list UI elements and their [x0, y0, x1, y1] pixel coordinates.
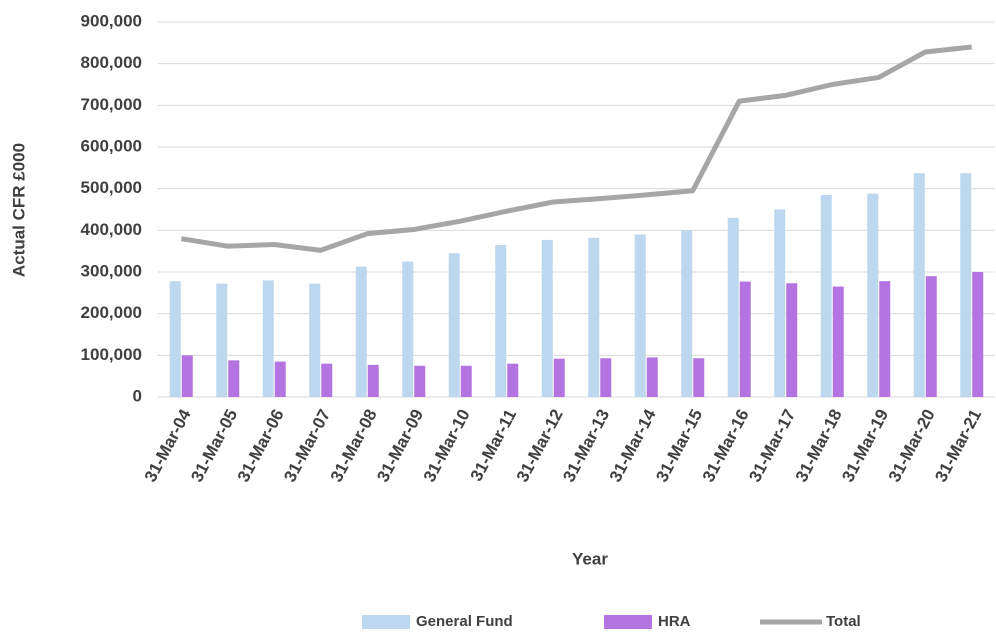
legend-swatch [604, 615, 652, 629]
bar [553, 358, 565, 397]
y-tick-label: 0 [133, 386, 142, 405]
bar [228, 360, 240, 397]
bar [274, 361, 286, 397]
bar [693, 358, 705, 397]
bar [495, 244, 507, 397]
bar [414, 365, 426, 397]
y-tick-label: 900,000 [81, 11, 142, 30]
bar [972, 272, 984, 397]
bar [727, 217, 739, 397]
bar [367, 364, 379, 397]
x-tick-label: 31-Mar-08 [327, 406, 381, 485]
bar [820, 194, 832, 397]
y-tick-label: 200,000 [81, 303, 142, 322]
bar [600, 358, 612, 397]
bar [262, 280, 274, 397]
bar [321, 363, 333, 397]
x-tick-label: 31-Mar-21 [931, 406, 985, 485]
x-tick-label: 31-Mar-13 [559, 406, 613, 485]
x-tick-label: 31-Mar-10 [420, 406, 474, 485]
legend-label: Total [826, 613, 861, 630]
bar [355, 266, 367, 397]
x-tick-label: 31-Mar-14 [606, 406, 660, 485]
legend-label: General Fund [416, 613, 513, 630]
bar [460, 365, 472, 397]
x-tick-label: 31-Mar-07 [280, 406, 334, 485]
y-tick-label: 700,000 [81, 95, 142, 114]
x-tick-label: 31-Mar-06 [234, 406, 288, 485]
x-tick-label: 31-Mar-11 [467, 406, 521, 484]
y-axis-title: Actual CFR £000 [9, 143, 28, 277]
bar [925, 276, 937, 397]
line [180, 44, 973, 253]
bar [739, 281, 751, 397]
y-tick-label: 100,000 [81, 345, 142, 364]
bar [960, 173, 972, 397]
bar [588, 237, 600, 397]
bar [402, 261, 414, 397]
bar [913, 173, 925, 397]
x-axis-title: Year [572, 549, 608, 568]
bar [181, 355, 193, 397]
y-tick-label: 500,000 [81, 178, 142, 197]
y-tick-label: 600,000 [81, 136, 142, 155]
bar [216, 283, 228, 397]
bar [786, 283, 798, 397]
bar [646, 357, 658, 397]
bar [309, 283, 321, 397]
bar [541, 239, 553, 397]
bar [681, 230, 693, 397]
x-tick-label: 31-Mar-09 [373, 406, 427, 485]
x-tick-label: 31-Mar-20 [885, 406, 939, 485]
x-tick-label: 31-Mar-15 [652, 406, 706, 485]
bar [169, 281, 181, 397]
y-tick-label: 400,000 [81, 220, 142, 239]
legend-label: HRA [658, 613, 691, 630]
bar [832, 286, 844, 397]
x-tick-label: 31-Mar-04 [141, 406, 195, 485]
bar [867, 193, 879, 397]
x-tick-label: 31-Mar-18 [792, 406, 846, 485]
x-tick-label: 31-Mar-16 [699, 406, 753, 485]
legend-swatch [362, 615, 410, 629]
y-tick-label: 800,000 [81, 53, 142, 72]
y-tick-label: 300,000 [81, 261, 142, 280]
bar [879, 281, 891, 397]
x-tick-label: 31-Mar-12 [513, 406, 567, 485]
bar [507, 363, 519, 397]
bar [448, 253, 460, 397]
bar [774, 209, 786, 397]
bar [634, 234, 646, 397]
x-tick-label: 31-Mar-05 [187, 406, 241, 485]
x-tick-label: 31-Mar-17 [745, 406, 799, 485]
x-tick-label: 31-Mar-19 [838, 406, 892, 485]
